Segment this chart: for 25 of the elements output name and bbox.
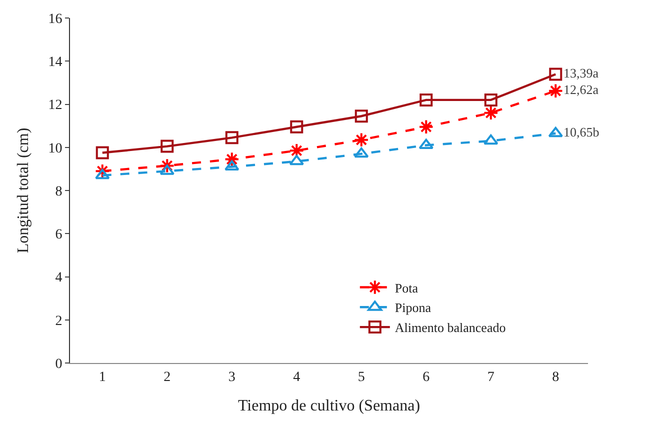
legend-label: Pipona bbox=[394, 300, 432, 316]
x-tick-label: 5 bbox=[358, 370, 365, 385]
y-tick-label: 6 bbox=[55, 228, 62, 243]
x-tick-label: 7 bbox=[487, 370, 494, 385]
y-tick-label: 14 bbox=[48, 55, 62, 70]
data-label: 10,65b bbox=[564, 124, 600, 140]
y-axis-title: Longitud total (cm) bbox=[15, 128, 32, 254]
y-tick-label: 2 bbox=[55, 314, 62, 329]
x-tick-label: 2 bbox=[164, 370, 171, 385]
data-label: 12,62a bbox=[564, 82, 599, 98]
x-tick-label: 6 bbox=[422, 370, 430, 385]
y-tick-label: 10 bbox=[48, 141, 62, 156]
x-tick-label: 4 bbox=[293, 370, 300, 385]
legend-label: Alimento balanceado bbox=[394, 320, 506, 336]
x-tick-label: 8 bbox=[552, 370, 560, 385]
x-tick-label: 3 bbox=[228, 370, 236, 385]
data-label: 13,39a bbox=[564, 66, 599, 81]
legend-label: Pota bbox=[394, 280, 418, 296]
y-tick-label: 12 bbox=[48, 98, 62, 114]
y-tick-label: 4 bbox=[55, 270, 62, 286]
y-tick-label: 8 bbox=[55, 184, 62, 200]
y-tick-label: 16 bbox=[48, 12, 62, 27]
x-axis-title: Tiempo de cultivo (Semana) bbox=[238, 398, 420, 414]
y-tick-label: 0 bbox=[55, 356, 62, 372]
x-tick-label: 1 bbox=[98, 370, 106, 385]
